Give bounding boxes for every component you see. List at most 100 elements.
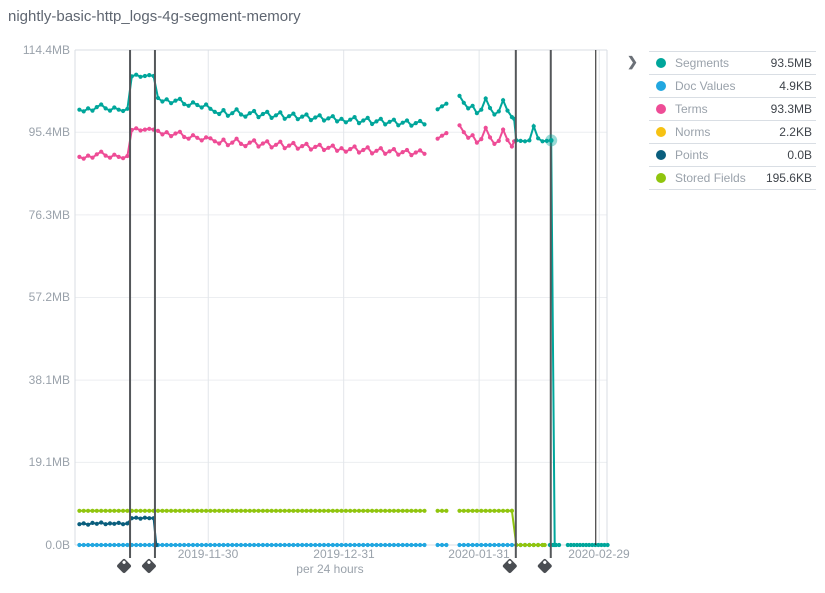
- data-point: [269, 508, 274, 513]
- data-point: [282, 542, 287, 548]
- data-point: [370, 121, 375, 127]
- data-point: [147, 73, 152, 78]
- data-point: [492, 508, 497, 513]
- data-point: [234, 508, 239, 513]
- tag-icon[interactable]: [537, 558, 553, 574]
- data-point: [81, 542, 86, 548]
- data-point: [217, 111, 222, 117]
- data-point: [387, 542, 392, 548]
- data-point: [103, 522, 108, 527]
- series-color-dot: [656, 127, 666, 137]
- data-point: [81, 508, 86, 513]
- data-point: [470, 133, 475, 138]
- data-point: [587, 542, 592, 548]
- legend-item-segments[interactable]: Segments 93.5MB: [649, 51, 816, 74]
- data-point: [356, 121, 362, 126]
- x-tick-label: 2020-02-29: [568, 547, 630, 561]
- data-point: [116, 107, 121, 112]
- data-point: [221, 108, 226, 113]
- legend-value: 4.9KB: [779, 79, 812, 93]
- data-point: [199, 105, 204, 110]
- data-point: [326, 145, 331, 150]
- data-point: [182, 508, 187, 513]
- data-point: [590, 542, 595, 548]
- data-point: [339, 542, 344, 548]
- data-point: [352, 508, 357, 513]
- data-point: [383, 122, 388, 127]
- series-line-segments: [458, 95, 556, 546]
- data-point: [400, 508, 405, 513]
- data-point: [142, 73, 147, 79]
- data-point: [204, 135, 209, 140]
- data-point: [596, 542, 601, 548]
- legend-item-terms[interactable]: Terms 93.3MB: [649, 97, 816, 120]
- data-point: [422, 508, 427, 513]
- tag-icon[interactable]: [141, 558, 157, 574]
- data-point: [501, 98, 506, 103]
- tag-icon[interactable]: [116, 558, 132, 574]
- data-point: [321, 542, 327, 548]
- series-line-stored-fields: [510, 510, 545, 546]
- data-point: [269, 542, 274, 548]
- data-point: [173, 98, 178, 103]
- data-point: [160, 542, 165, 548]
- data-point: [195, 508, 200, 513]
- data-point: [169, 542, 174, 548]
- data-point: [295, 146, 300, 151]
- data-point: [125, 521, 130, 526]
- data-point: [348, 508, 353, 513]
- data-point: [413, 508, 418, 513]
- data-point: [335, 148, 340, 153]
- data-point: [230, 140, 235, 145]
- data-point: [404, 147, 410, 153]
- data-point: [343, 120, 348, 125]
- legend-item-points[interactable]: Points 0.0B: [649, 143, 816, 166]
- legend-item-stored-fields[interactable]: Stored Fields 195.6KB: [649, 166, 816, 190]
- data-point: [107, 508, 113, 513]
- data-point: [605, 542, 610, 548]
- chevron-right-icon[interactable]: ❯: [627, 54, 638, 69]
- data-point: [282, 508, 287, 513]
- data-point: [439, 542, 445, 548]
- data-point: [186, 136, 191, 141]
- data-point: [577, 542, 583, 548]
- data-point: [107, 542, 113, 548]
- data-point: [212, 542, 217, 548]
- data-point: [522, 139, 528, 144]
- data-point: [509, 144, 514, 149]
- data-point: [435, 508, 440, 513]
- data-point: [457, 508, 462, 513]
- data-point: [391, 147, 396, 152]
- data-point: [374, 119, 379, 124]
- legend-item-norms[interactable]: Norms 2.2KB: [649, 120, 816, 143]
- legend-value: 195.6KB: [765, 171, 812, 185]
- page-title: nightly-basic-http_logs-4g-segment-memor…: [8, 8, 301, 25]
- tag-icon[interactable]: [502, 558, 518, 574]
- data-point: [308, 118, 313, 123]
- data-point: [138, 516, 143, 521]
- data-point: [173, 542, 178, 548]
- data-point: [295, 117, 300, 122]
- data-point: [370, 508, 375, 513]
- data-point: [243, 114, 248, 119]
- data-point: [186, 508, 191, 513]
- data-point: [121, 508, 126, 513]
- data-point: [86, 522, 91, 527]
- data-point: [413, 542, 418, 548]
- data-point: [396, 152, 401, 157]
- data-point: [365, 115, 370, 120]
- data-point: [509, 542, 514, 548]
- data-point: [107, 155, 113, 160]
- data-point: [243, 144, 248, 149]
- data-point: [574, 542, 580, 548]
- data-point: [568, 542, 574, 548]
- data-point: [387, 508, 392, 513]
- legend-item-doc-values[interactable]: Doc Values 4.9KB: [649, 74, 816, 97]
- data-point: [94, 542, 99, 548]
- data-point: [138, 542, 143, 548]
- data-point: [256, 115, 261, 120]
- data-point: [273, 113, 279, 118]
- data-point: [243, 508, 248, 513]
- data-point: [81, 109, 86, 114]
